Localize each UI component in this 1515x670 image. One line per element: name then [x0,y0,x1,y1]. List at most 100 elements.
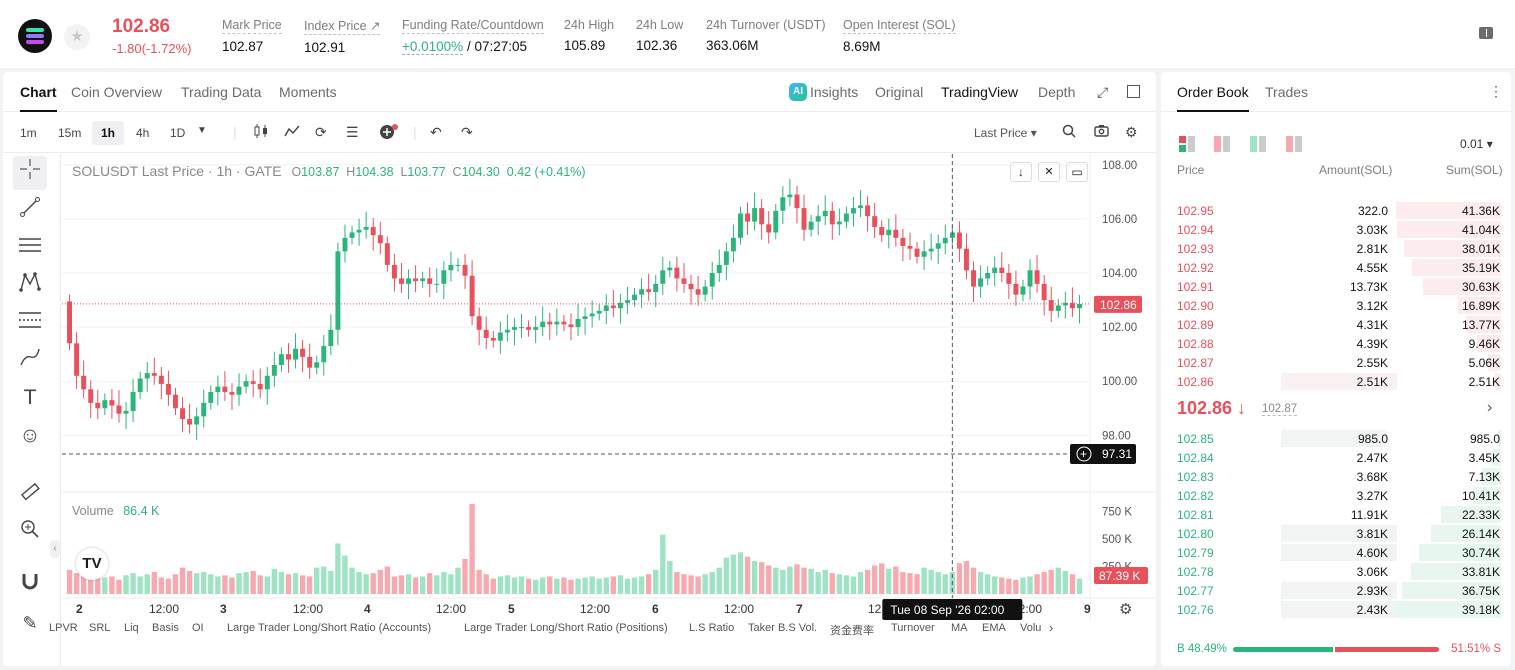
indicator-liq[interactable]: Liq [124,622,139,634]
last-price-dropdown[interactable]: Last Price ▾ [974,126,1037,140]
window-icon[interactable] [1127,85,1140,98]
zoom-tool-icon[interactable] [13,516,47,550]
chevron-down-icon[interactable]: ▼ [197,125,207,136]
stat-label[interactable]: Mark Price [222,18,282,34]
tab-moments[interactable]: Moments [279,84,337,100]
book-mode-both-icon[interactable] [1179,136,1195,152]
bid-row[interactable]: 102.76 2.43K 39.18K [1161,600,1511,619]
tradingview-logo-icon[interactable]: TV [76,548,108,580]
emoji-tool-icon[interactable]: ☺ [19,424,41,447]
chevron-right-icon[interactable]: › [1487,399,1493,416]
fullscreen-icon[interactable]: ▭ [1066,162,1088,182]
price-chart[interactable]: 108.00 106.00 104.00 102.00 100.00 98.00 750 K… [62,154,1156,666]
indicator-volume[interactable]: Volu [1020,622,1042,634]
ask-row[interactable]: 102.93 2.81K 38.01K [1161,239,1511,258]
bid-row[interactable]: 102.84 2.47K 3.45K [1161,448,1511,467]
timeframe-15m[interactable]: 15m [58,126,82,140]
search-icon[interactable] [1062,124,1076,141]
brush-tool-icon[interactable] [13,344,47,378]
more-options-icon[interactable]: ⋮ [1489,83,1503,99]
indicator-large-trader-accounts[interactable]: Large Trader Long/Short Ratio (Accounts) [227,622,432,634]
ai-insights-icon[interactable]: AI [789,83,807,101]
camera-icon[interactable] [1094,124,1109,140]
tab-original[interactable]: Original [875,84,924,100]
redo-icon[interactable]: ↷ [461,124,473,140]
timeframe-1m[interactable]: 1m [20,126,37,140]
ask-row[interactable]: 102.90 3.12K 16.89K [1161,296,1511,315]
book-mode-asks-icon[interactable] [1214,136,1230,152]
book-mode-bids-icon[interactable] [1250,136,1266,152]
timeframe-1h[interactable]: 1h [92,121,125,145]
ask-row[interactable]: 102.94 3.03K 41.04K [1161,220,1511,239]
bid-row[interactable]: 102.80 3.81K 26.14K [1161,524,1511,543]
indicator-turnover[interactable]: Turnover [891,622,935,634]
tab-trades[interactable]: Trades [1265,84,1309,100]
bid-row[interactable]: 102.81 11.91K 22.33K [1161,505,1511,524]
pattern-tool-icon[interactable] [13,269,47,303]
ask-row[interactable]: 102.89 4.31K 13.77K [1161,315,1511,334]
bid-row[interactable]: 102.82 3.27K 10.41K [1161,486,1511,505]
indicator-ls-ratio[interactable]: L.S Ratio [689,622,735,634]
indicators-icon[interactable] [284,124,300,141]
ask-row[interactable]: 102.91 13.73K 30.63K [1161,277,1511,296]
tab-depth[interactable]: Depth [1038,84,1076,100]
magnet-tool-icon[interactable] [13,568,47,602]
indicator-ema[interactable]: EMA [982,622,1006,634]
chevron-right-icon[interactable]: › [1049,620,1054,635]
indicator-lpvr[interactable]: LPVR [49,622,78,634]
funding-rate-value[interactable]: +0.0100% [402,39,464,55]
stat-label[interactable]: Open Interest (SOL) [843,18,956,34]
tab-order-book[interactable]: Order Book [1177,84,1249,112]
precision-dropdown[interactable]: 0.01 ▾ [1460,137,1493,151]
fib-tool-icon[interactable] [13,306,47,340]
refresh-icon[interactable]: ⟳ [315,124,327,140]
ask-row[interactable]: 102.86 2.51K 2.51K [1161,372,1511,391]
stat-label[interactable]: Funding Rate/Countdown [402,18,544,34]
collapse-icon[interactable]: ✕ [1038,162,1060,182]
tab-trading-data[interactable]: Trading Data [181,84,262,100]
tab-chart[interactable]: Chart [20,84,57,112]
bid-row[interactable]: 102.83 3.68K 7.13K [1161,467,1511,486]
crosshair-tool-icon[interactable] [13,156,47,190]
bid-row[interactable]: 102.78 3.06K 33.81K [1161,562,1511,581]
collapse-sidebar-icon[interactable]: ‹ [50,540,60,558]
horizontal-lines-tool-icon[interactable] [13,231,47,265]
template-icon[interactable]: ☰ [346,124,359,140]
expand-icon[interactable]: ⤢ [1097,84,1109,100]
timeframe-4h[interactable]: 4h [136,126,150,140]
tab-insights[interactable]: Insights [810,84,859,100]
indicator-oi[interactable]: OI [192,622,204,634]
tab-coin-overview[interactable]: Coin Overview [71,84,163,100]
settings-gear-icon[interactable]: ⚙ [1125,124,1138,140]
axis-settings-icon[interactable]: ⚙ [1119,601,1133,618]
indicator-funding-rate[interactable]: 资金费率 [830,625,874,637]
indicator-basis[interactable]: Basis [152,622,179,634]
candlestick-chart-svg[interactable]: 108.00 106.00 104.00 102.00 100.00 98.00 750 K… [62,154,1156,666]
favorite-star-icon[interactable]: ★ [64,24,90,50]
pencil-lock-tool-icon[interactable]: ✎ [22,613,38,633]
scroll-down-icon[interactable]: ↓ [1010,162,1032,182]
mid-mark-price[interactable]: 102.87 [1262,403,1298,416]
indicator-ma[interactable]: MA [951,622,968,634]
bid-row[interactable]: 102.77 2.93K 36.75K [1161,581,1511,600]
indicator-srl[interactable]: SRL [89,622,111,634]
text-tool-icon[interactable]: T [23,386,37,409]
ask-row[interactable]: 102.88 4.39K 9.46K [1161,334,1511,353]
stat-label[interactable]: Index Price ↗ [304,19,381,35]
bid-row[interactable]: 102.85 985.0 985.0 [1161,429,1511,448]
ask-row[interactable]: 102.92 4.55K 35.19K [1161,258,1511,277]
tab-tradingview[interactable]: TradingView [941,84,1019,100]
ask-row[interactable]: 102.87 2.55K 5.06K [1161,353,1511,372]
ruler-tool-icon[interactable] [13,479,47,513]
ask-row[interactable]: 102.95 322.0 41.36K [1161,201,1511,220]
indicator-large-trader-positions[interactable]: Large Trader Long/Short Ratio (Positions… [464,622,668,634]
timeframe-1d[interactable]: 1D [170,126,186,140]
add-alert-icon[interactable] [379,124,399,143]
book-icon[interactable] [1478,26,1496,42]
bid-row[interactable]: 102.79 4.60K 30.74K [1161,543,1511,562]
candle-type-icon[interactable] [253,124,269,141]
book-mode-large-icon[interactable] [1286,136,1302,152]
indicator-taker-bs-vol[interactable]: Taker B.S Vol. [748,622,818,634]
undo-icon[interactable]: ↶ [430,124,442,140]
trend-line-tool-icon[interactable] [13,194,47,228]
